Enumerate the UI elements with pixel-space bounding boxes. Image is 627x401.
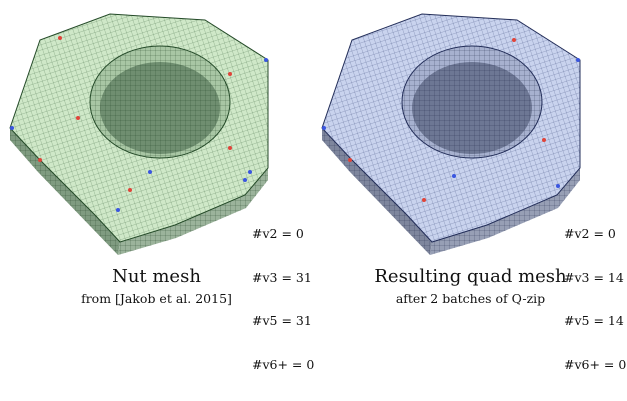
- stat-v3: #v3 = 31: [252, 269, 312, 285]
- stat-v6plus: #v6+ = 0: [564, 356, 627, 372]
- stat-v5: #v5 = 31: [252, 313, 312, 328]
- stat-v2: #v2 = 0: [564, 226, 616, 241]
- stat-v6plus: #v6+ = 0: [252, 356, 315, 372]
- singular-vertex-markers: [322, 38, 580, 202]
- quad-mesh-panel: #v2 = 0 #v3 = 14 #v5 = 14 #v6+ = 0 Resul…: [314, 0, 627, 371]
- stat-v2: #v2 = 0: [252, 226, 304, 241]
- quad-mesh-title: Resulting quad mesh: [374, 266, 567, 287]
- nut-mesh-panel: #v2 = 0 #v3 = 31 #v5 = 31 #v6+ = 0 Nut m…: [0, 0, 314, 371]
- nut-mesh-subtitle: from [Jakob et al. 2015]: [81, 291, 232, 306]
- stat-v5: #v5 = 14: [564, 313, 624, 328]
- nut-mesh-render: [9, 13, 269, 255]
- stat-v3: #v3 = 14: [564, 269, 624, 285]
- quad-mesh-subtitle: after 2 batches of Q-zip: [395, 291, 546, 306]
- quad-mesh-render: [321, 13, 581, 255]
- nut-mesh-title: Nut mesh: [112, 266, 201, 287]
- singular-vertex-markers: [10, 36, 268, 212]
